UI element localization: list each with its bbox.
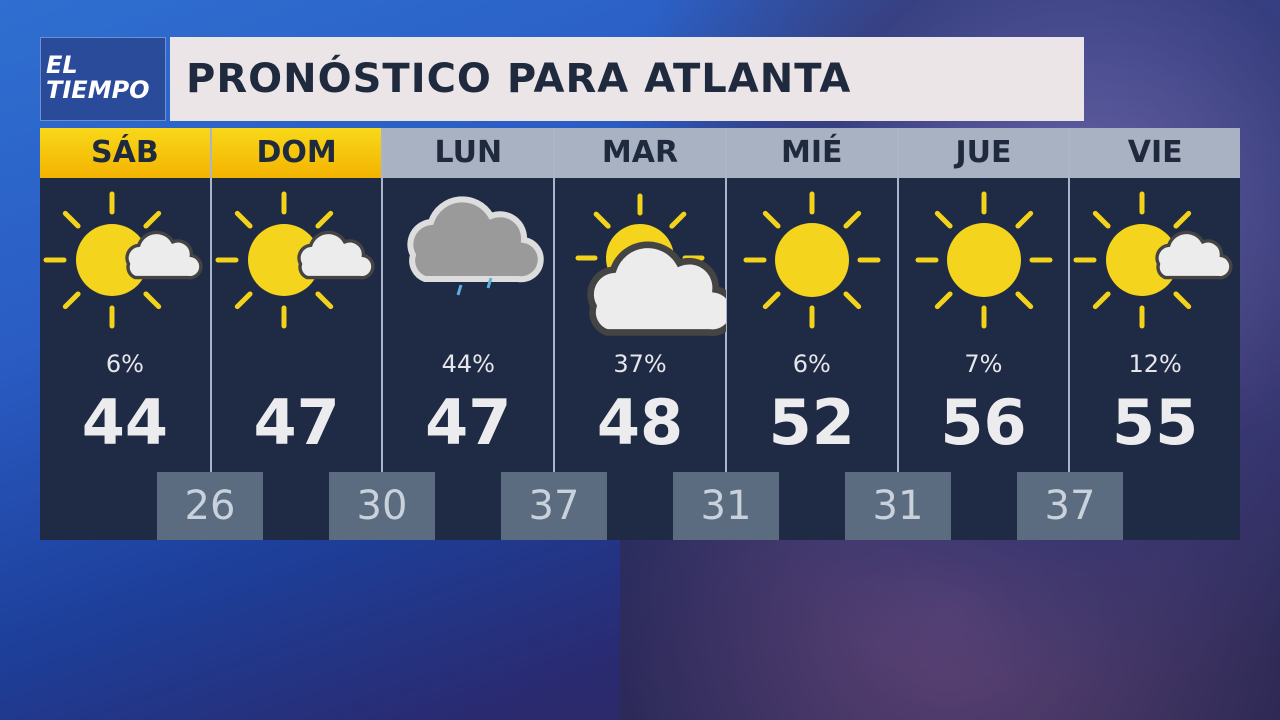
- logo-line-2: TIEMPO: [46, 76, 150, 104]
- day-header: LUN: [383, 128, 554, 178]
- precip-chance: 37%: [613, 350, 667, 378]
- low-temp: 31: [673, 472, 779, 540]
- low-temp: 37: [1017, 472, 1123, 540]
- day-header: MIÉ: [726, 128, 897, 178]
- low-temp: 31: [845, 472, 951, 540]
- precip-chance: 7%: [964, 350, 1003, 378]
- day-header: MAR: [555, 128, 725, 178]
- high-temp: 56: [940, 386, 1027, 459]
- page-title: PRONÓSTICO PARA ATLANTA: [170, 37, 1084, 121]
- day-column: SÁB 6% 44: [40, 128, 212, 540]
- precip-chance: 6%: [105, 350, 144, 378]
- sun-cloud-icon: [1070, 190, 1240, 340]
- sun-icon: [899, 190, 1069, 340]
- sun-icon: [727, 190, 897, 340]
- day-column: MAR 37% 48: [555, 128, 738, 540]
- day-column: VIE 12% 55: [1070, 128, 1241, 540]
- el-tiempo-logo: EL TIEMPO: [40, 37, 166, 121]
- forecast-grid: SÁB 6% 44 DOM 47 LUN 44% 47 MAR 37% 48 MIÉ 6…: [40, 128, 1241, 540]
- sun-cloud-icon: [40, 190, 210, 340]
- high-temp: 55: [1112, 386, 1199, 459]
- logo-line-1: EL: [46, 51, 78, 79]
- day-header: SÁB: [40, 128, 210, 178]
- high-temp: 48: [596, 386, 684, 459]
- high-temp: 44: [81, 386, 168, 459]
- sun-cloud-icon: [212, 190, 382, 340]
- precip-chance: 12%: [1128, 350, 1182, 378]
- day-column: JUE 7% 56: [898, 128, 1071, 540]
- day-column: MIÉ 6% 52: [726, 128, 899, 540]
- day-column: DOM 47: [211, 128, 384, 540]
- high-temp: 47: [425, 386, 512, 459]
- day-column: LUN 44% 47: [383, 128, 556, 540]
- cloud-rain-icon: [383, 190, 553, 340]
- low-temp: 37: [501, 472, 607, 540]
- partly-cloudy-icon: [555, 190, 738, 340]
- high-temp: 47: [253, 386, 340, 459]
- precip-chance: 6%: [792, 350, 831, 378]
- high-temp: 52: [768, 386, 855, 459]
- low-temp: 30: [329, 472, 435, 540]
- precip-chance: 44%: [441, 350, 495, 378]
- low-temp: 26: [157, 472, 263, 540]
- day-header: JUE: [898, 128, 1069, 178]
- day-header: VIE: [1070, 128, 1241, 178]
- day-header: DOM: [211, 128, 382, 178]
